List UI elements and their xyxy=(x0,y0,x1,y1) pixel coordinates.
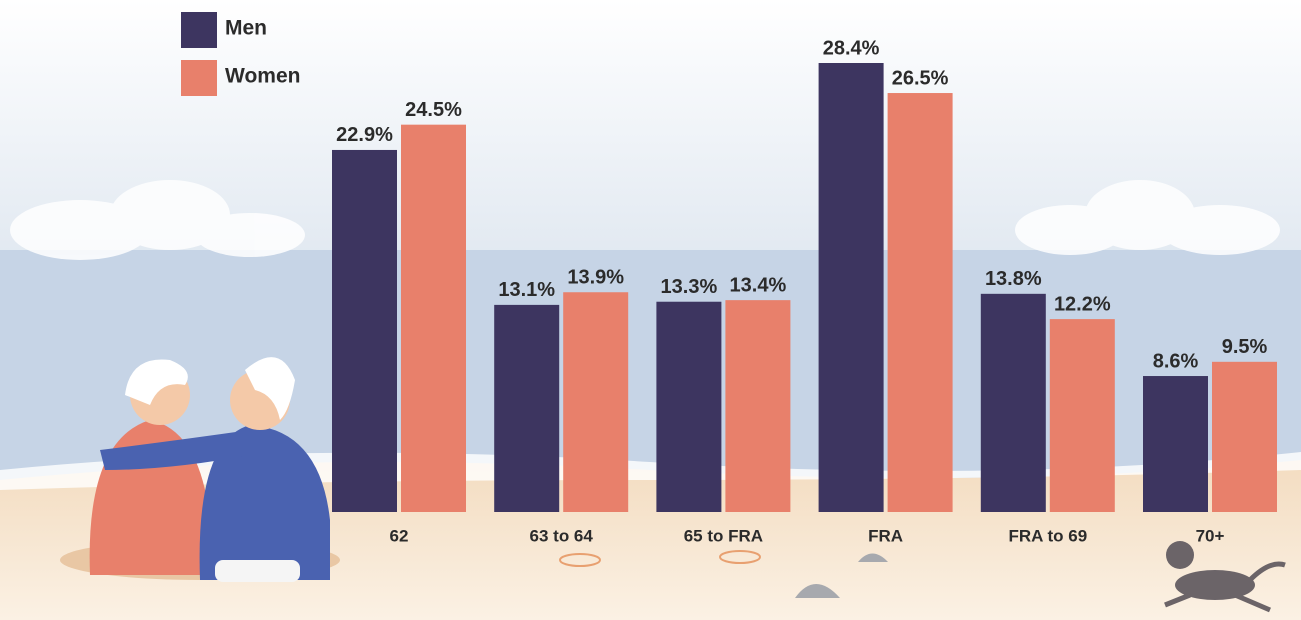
x-tick-label: 62 xyxy=(390,526,409,545)
bar xyxy=(725,300,791,512)
value-label: 13.1% xyxy=(498,279,555,301)
bar xyxy=(1049,319,1115,512)
bar xyxy=(656,301,722,512)
bar xyxy=(887,93,953,513)
value-label: 28.4% xyxy=(823,37,880,59)
value-label: 22.9% xyxy=(336,124,393,146)
value-label: 8.6% xyxy=(1153,350,1199,372)
dog-illustration xyxy=(1164,541,1286,613)
value-label: 13.8% xyxy=(985,268,1042,290)
legend-label: Women xyxy=(225,65,300,88)
value-label: 13.4% xyxy=(730,274,787,296)
x-tick-label: FRA xyxy=(868,526,903,545)
bar xyxy=(1143,376,1208,512)
x-tick-label: 65 to FRA xyxy=(684,526,763,545)
legend-swatch xyxy=(181,12,217,48)
bar xyxy=(1212,361,1277,512)
value-label: 13.3% xyxy=(661,276,718,298)
couple-illustration xyxy=(60,357,340,582)
legend-label: Men xyxy=(225,17,267,40)
bar xyxy=(563,292,629,512)
x-tick-label: FRA to 69 xyxy=(1008,526,1087,545)
bar xyxy=(818,63,884,512)
value-label: 24.5% xyxy=(405,99,462,121)
value-label: 26.5% xyxy=(892,67,949,89)
value-label: 9.5% xyxy=(1222,336,1268,358)
bar xyxy=(401,124,466,512)
value-label: 12.2% xyxy=(1054,293,1111,315)
bars: 62 22.9% 24.5% 63 to 64 13.1% 13.9% 65 to FRA 1… xyxy=(332,37,1277,545)
bar xyxy=(494,304,560,512)
bar xyxy=(332,149,397,512)
legend: Men Women xyxy=(181,12,300,96)
x-tick-label: 70+ xyxy=(1196,526,1225,545)
legend-swatch xyxy=(181,60,217,96)
value-label: 13.9% xyxy=(567,267,624,289)
bar xyxy=(980,293,1046,512)
x-tick-label: 63 to 64 xyxy=(530,526,594,545)
